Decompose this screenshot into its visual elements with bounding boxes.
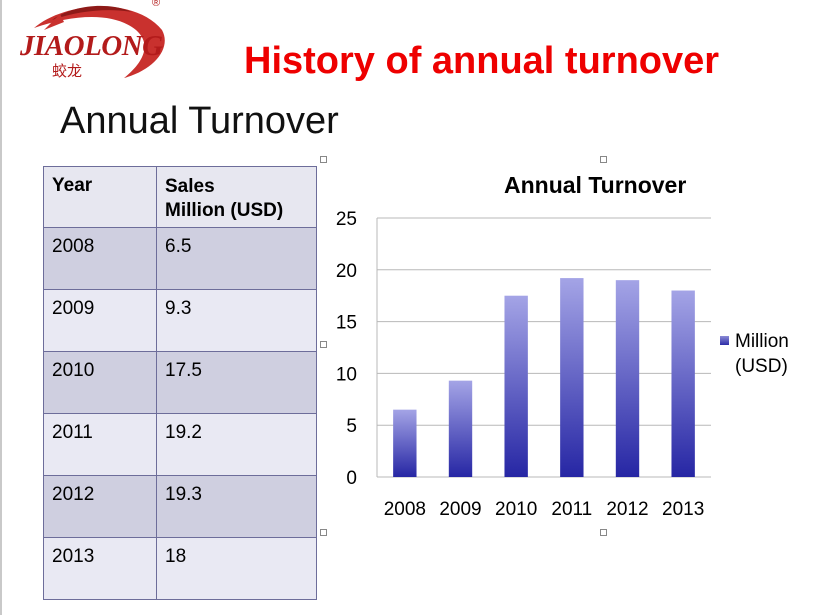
table-row: 2011 19.2 xyxy=(43,413,317,476)
sales-column-header: Sales Million (USD) xyxy=(156,166,317,228)
x-tick-label: 2013 xyxy=(662,499,704,520)
legend-label: Million (USD) xyxy=(735,331,789,377)
x-tick-label: 2012 xyxy=(606,499,648,520)
left-edge-rule xyxy=(0,0,2,615)
table-row: 2010 17.5 xyxy=(43,351,317,414)
sales-cell: 19.2 xyxy=(156,413,317,476)
chart-resize-handle[interactable] xyxy=(320,341,327,348)
y-tick-label: 25 xyxy=(336,209,357,230)
x-tick-label: 2008 xyxy=(384,499,426,520)
year-cell: 2009 xyxy=(43,289,157,352)
year-cell: 2012 xyxy=(43,475,157,538)
jiaolong-logo: JIAOLONG 蛟龙 ® xyxy=(14,0,174,92)
chart-title: Annual Turnover xyxy=(504,172,687,198)
sales-cell: 19.3 xyxy=(156,475,317,538)
sales-header-line1: Sales xyxy=(165,176,215,197)
page-title: History of annual turnover xyxy=(244,40,720,82)
table-header-row: Year Sales Million (USD) xyxy=(43,166,317,228)
chart-resize-handle[interactable] xyxy=(320,529,327,536)
logo-chinese-text: 蛟龙 xyxy=(52,62,83,80)
chart-resize-handle[interactable] xyxy=(600,529,607,536)
logo-wordmark: JIAOLONG xyxy=(20,30,163,62)
bar-2010 xyxy=(504,295,528,477)
sales-cell: 18 xyxy=(156,537,317,600)
sales-header-line2: Million (USD) xyxy=(165,200,284,221)
y-tick-label: 5 xyxy=(346,416,357,437)
x-tick-label: 2009 xyxy=(439,499,481,520)
legend-swatch xyxy=(720,336,729,345)
bar-2012 xyxy=(615,280,640,477)
bar-2008 xyxy=(393,409,417,477)
bar-2011 xyxy=(560,278,584,477)
y-tick-label: 20 xyxy=(336,261,357,282)
y-tick-label: 10 xyxy=(336,364,357,385)
x-tick-label: 2010 xyxy=(495,499,537,520)
bar-2009 xyxy=(448,380,473,477)
chart-resize-handle[interactable] xyxy=(600,156,607,163)
year-cell: 2010 xyxy=(43,351,157,414)
registered-mark: ® xyxy=(152,0,161,9)
bar-2013 xyxy=(671,290,695,477)
chart-resize-handle[interactable] xyxy=(320,156,327,163)
logo-swoosh-icon xyxy=(34,5,165,78)
sales-cell: 9.3 xyxy=(156,289,317,352)
table-row: 2013 18 xyxy=(43,537,317,600)
x-tick-label: 2011 xyxy=(551,499,592,520)
year-column-header: Year xyxy=(43,166,157,228)
sales-cell: 17.5 xyxy=(156,351,317,414)
table-row: 2009 9.3 xyxy=(43,289,317,352)
section-subtitle: Annual Turnover xyxy=(60,100,339,142)
year-cell: 2011 xyxy=(43,413,157,476)
table-row: 2012 19.3 xyxy=(43,475,317,538)
y-tick-label: 15 xyxy=(336,313,357,334)
y-tick-label: 0 xyxy=(346,468,357,489)
year-cell: 2013 xyxy=(43,537,157,600)
turnover-table: Year Sales Million (USD) 2008 6.5 2009 9… xyxy=(43,166,317,600)
